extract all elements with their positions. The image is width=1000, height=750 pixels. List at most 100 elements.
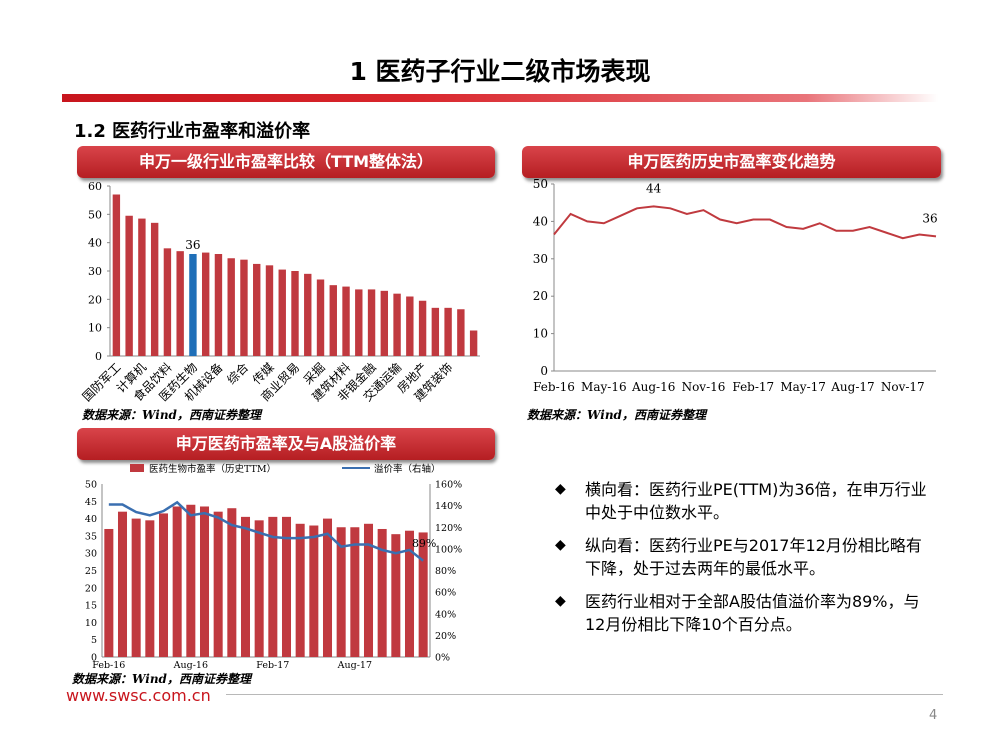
pe-premium-combo-chart: 医药生物市盈率（历史TTM） 溢价率（右轴） 0 5 10 15 20 25 30 35 40 45 5… (85, 463, 462, 671)
pe-bar (240, 516, 251, 657)
bar (112, 194, 121, 356)
y-tick-label: 60 (88, 180, 102, 193)
point-data-label: 44 (646, 181, 662, 195)
bullet-text: 医药行业相对于全部A股估值溢价率为89%，与12月份相比下降10个百分点。 (585, 592, 920, 634)
bar (138, 218, 146, 356)
page-title: 1 医药子行业二级市场表现 (349, 57, 651, 86)
bullet-horizontal: ◆ 横向看：医药行业PE(TTM)为36倍，在申万行业中处于中位数水平。 (553, 478, 933, 524)
y-right-tick-label: 100% (435, 544, 462, 555)
y-left-tick-label: 50 (85, 480, 97, 491)
industry-pe-chart-header: 申万一级行业市盈率比较（TTM整体法） (77, 146, 495, 178)
source-note-chart1: 数据来源：Wind，西南证券整理 (82, 408, 261, 422)
y-tick-label: 40 (533, 214, 548, 228)
x-tick-label: May-17 (780, 380, 826, 394)
x-tick-label: Feb-17 (732, 380, 774, 394)
x-tick-label: Aug-17 (337, 660, 372, 671)
pe-bar (268, 516, 278, 657)
section-title: 1.2 医药行业市盈率和溢价率 (74, 121, 311, 142)
y-right-tick-label: 160% (435, 480, 462, 491)
diamond-bullet-icon: ◆ (555, 537, 566, 553)
x-tick-label: Aug-16 (631, 380, 675, 394)
bar-data-label: 36 (185, 238, 200, 252)
y-tick-label: 30 (533, 252, 548, 266)
bullet-premium: ◆ 医药行业相对于全部A股估值溢价率为89%，与12月份相比下降10个百分点。 (553, 590, 933, 636)
y-tick-label: 0 (95, 350, 102, 363)
bar (214, 254, 223, 356)
pe-bar (336, 527, 346, 657)
bar (431, 307, 440, 356)
bar (227, 258, 235, 356)
title-divider-bar (62, 94, 938, 102)
pe-bar (377, 528, 387, 657)
pe-bar (309, 525, 319, 657)
source-note-chart3: 数据来源：Wind，西南证券整理 (72, 672, 251, 686)
pe-bar (418, 532, 428, 657)
pe-bar (117, 511, 128, 657)
bar (316, 279, 325, 356)
diamond-bullet-icon: ◆ (555, 593, 566, 609)
bar (329, 285, 337, 356)
industry-pe-bar-chart: 010203040506036国防军工计算机食品饮料医药生物机械设备综合传媒商业… (80, 180, 480, 404)
y-right-tick-label: 40% (435, 609, 456, 620)
bar (342, 286, 350, 356)
bar (163, 248, 172, 356)
point-data-label: 36 (922, 211, 937, 225)
bar (393, 293, 401, 356)
x-tick-label: Feb-16 (92, 660, 125, 671)
bar (469, 330, 478, 356)
bar (418, 300, 427, 356)
bullet-text: 纵向看：医药行业PE与2017年12月份相比略有下降，处于过去两年的最低水平。 (585, 536, 922, 578)
pe-bar (172, 506, 182, 657)
y-tick-label: 20 (88, 293, 102, 306)
y-left-tick-label: 45 (85, 497, 97, 508)
pe-bar (350, 527, 360, 657)
y-left-tick-label: 10 (85, 618, 97, 629)
x-tick-label: Nov-17 (881, 380, 925, 394)
y-right-tick-label: 0% (435, 653, 450, 664)
bar (304, 273, 312, 356)
pe-bar (199, 506, 210, 657)
pe-bar (254, 520, 264, 657)
pe-bar (213, 511, 223, 657)
bar (201, 252, 210, 356)
y-right-tick-label: 140% (435, 501, 462, 512)
y-tick-label: 10 (533, 327, 548, 341)
pe-premium-chart-header: 申万医药市盈率及与A股溢价率 (77, 428, 495, 460)
y-right-tick-label: 60% (435, 588, 456, 599)
diamond-bullet-icon: ◆ (555, 481, 566, 497)
y-left-tick-label: 0 (91, 653, 97, 664)
y-tick-label: 10 (88, 322, 102, 335)
highlight-bar (189, 254, 197, 356)
bullet-vertical: ◆ 纵向看：医药行业PE与2017年12月份相比略有下降，处于过去两年的最低水平… (553, 534, 933, 580)
bullet-text: 横向看：医药行业PE(TTM)为36倍，在申万行业中处于中位数水平。 (585, 480, 927, 522)
bar (291, 271, 299, 356)
pe-bar (295, 523, 305, 657)
legend-line-label: 溢价率（右轴） (374, 463, 441, 475)
legend-bar-swatch (130, 464, 144, 472)
pe-bar (391, 534, 401, 657)
y-right-tick-label: 20% (435, 631, 456, 642)
y-tick-label: 0 (540, 364, 548, 378)
y-tick-label: 40 (88, 237, 102, 250)
analysis-bullets: ◆ 横向看：医药行业PE(TTM)为36倍，在申万行业中处于中位数水平。 ◆ 纵… (553, 478, 933, 646)
bar (355, 289, 363, 356)
y-tick-label: 50 (88, 208, 102, 221)
y-left-tick-label: 35 (85, 531, 97, 542)
x-tick-label: Nov-16 (682, 380, 726, 394)
pe-bar (363, 523, 374, 657)
pe-bar (145, 520, 155, 657)
pe-history-chart-header: 申万医药历史市盈率变化趋势 (522, 146, 941, 178)
footer-website-link[interactable]: www.swsc.com.cn (66, 686, 211, 705)
pe-bar (322, 518, 333, 657)
bar (125, 215, 133, 356)
pe-bar (281, 516, 292, 657)
x-tick-label: 综合 (224, 360, 252, 388)
pe-bar (227, 508, 237, 657)
premium-data-label: 89% (412, 537, 436, 550)
x-tick-label: Aug-17 (830, 380, 874, 394)
y-tick-label: 30 (88, 265, 102, 278)
bar (240, 259, 248, 356)
bar (176, 251, 184, 356)
y-left-tick-label: 25 (85, 566, 97, 577)
y-right-tick-label: 120% (435, 523, 462, 534)
